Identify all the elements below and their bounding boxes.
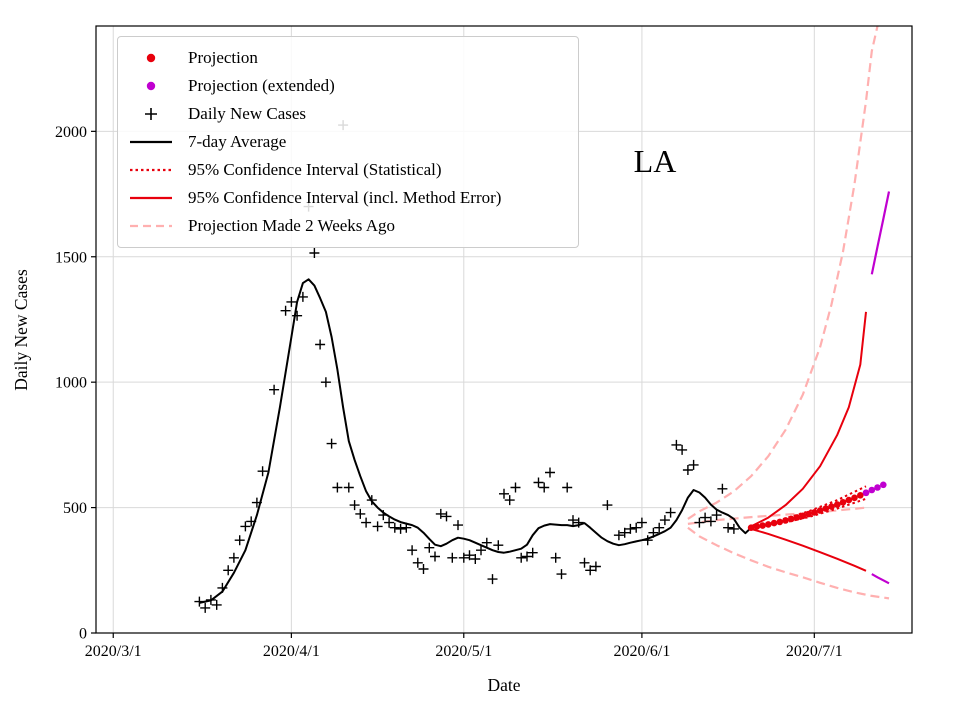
- legend-dot-icon: [146, 81, 156, 91]
- x-tick-label: 2020/5/1: [435, 643, 492, 660]
- x-tick-label: 2020/3/1: [85, 643, 142, 660]
- y-tick-label: 500: [63, 500, 87, 517]
- series-line: [687, 526, 890, 600]
- legend-label: Projection Made 2 Weeks Ago: [188, 216, 396, 235]
- scatter-dot-marker: [805, 510, 812, 518]
- scatter-dot-marker: [874, 484, 881, 491]
- y-tick-label: 1000: [55, 375, 87, 392]
- scatter-dot-marker: [868, 486, 876, 494]
- scatter-dot-marker: [880, 481, 887, 489]
- scatter-dot-marker: [753, 523, 761, 530]
- legend-item: 7-day Average: [128, 128, 566, 156]
- series-line: [199, 278, 752, 604]
- legend-marker: [128, 106, 174, 122]
- scatter-dot-marker: [822, 505, 830, 512]
- scatter-dot-marker: [799, 512, 807, 520]
- legend: Projection Projection (extended) Daily New…: [117, 36, 579, 248]
- legend-marker: [128, 78, 174, 94]
- scatter-dot-marker: [834, 501, 841, 508]
- y-tick-label: 1500: [55, 249, 87, 266]
- legend-label: Projection (extended): [188, 76, 335, 95]
- legend-item: Daily New Cases: [128, 100, 566, 128]
- legend-label: 95% Confidence Interval (Statistical): [188, 160, 442, 179]
- scatter-dot-marker: [857, 492, 864, 499]
- scatter-dot-marker: [811, 509, 818, 516]
- legend-label: Projection: [188, 48, 258, 67]
- legend-marker: [128, 50, 174, 66]
- legend-marker: [128, 190, 174, 206]
- scatter-dot-marker: [828, 503, 835, 510]
- scatter-dot-marker: [747, 524, 755, 531]
- legend-marker: [128, 134, 174, 150]
- x-tick-label: 2020/4/1: [263, 643, 320, 660]
- series-line: [870, 191, 891, 275]
- series-line: [871, 573, 890, 585]
- scatter-dot-marker: [770, 519, 778, 527]
- series-line: [750, 485, 867, 529]
- series-line: [750, 527, 867, 572]
- legend-marker: [128, 162, 174, 178]
- series-line: [750, 311, 867, 528]
- scatter-dot-marker: [765, 521, 772, 528]
- legend-label: 95% Confidence Interval (incl. Method Er…: [188, 188, 502, 207]
- legend-item: Projection (extended): [128, 72, 566, 100]
- y-tick-label: 0: [79, 626, 87, 643]
- x-tick-label: 2020/7/1: [786, 643, 843, 660]
- scatter-dot-marker: [759, 522, 766, 529]
- legend-label: 7-day Average: [188, 132, 287, 151]
- plot-annotation: LA: [634, 143, 677, 179]
- scatter-plus-markers: [194, 120, 739, 613]
- legend-dot-icon: [146, 53, 156, 63]
- legend-marker: [128, 218, 174, 234]
- scatter-dot-marker: [851, 494, 858, 502]
- scatter-dot-marker: [862, 489, 870, 497]
- legend-item: 95% Confidence Interval (Statistical): [128, 156, 566, 184]
- scatter-dot-marker: [816, 507, 824, 514]
- scatter-dot-marker: [782, 517, 789, 524]
- x-tick-label: 2020/6/1: [613, 643, 670, 660]
- scatter-dot-marker: [793, 514, 801, 521]
- y-axis-label: Daily New Cases: [11, 269, 31, 391]
- legend-item: Projection Made 2 Weeks Ago: [128, 212, 566, 240]
- plot-frame: [95, 25, 913, 634]
- legend-item: 95% Confidence Interval (incl. Method Er…: [128, 184, 566, 212]
- legend-item: Projection: [128, 44, 566, 72]
- legend-plus-icon: [145, 108, 157, 120]
- scatter-dot-marker: [845, 496, 853, 504]
- legend-label: Daily New Cases: [188, 104, 307, 123]
- series-line: [687, 25, 879, 520]
- scatter-dot-marker: [788, 515, 795, 523]
- scatter-dot-marker: [839, 499, 847, 506]
- x-axis-label: Date: [487, 675, 520, 695]
- y-tick-label: 2000: [55, 124, 87, 141]
- scatter-dot-marker: [776, 518, 784, 526]
- chart-layers: 2020/3/1 2020/4/1 2020/5/1 2020/6/1 2020/7/1…: [55, 25, 913, 660]
